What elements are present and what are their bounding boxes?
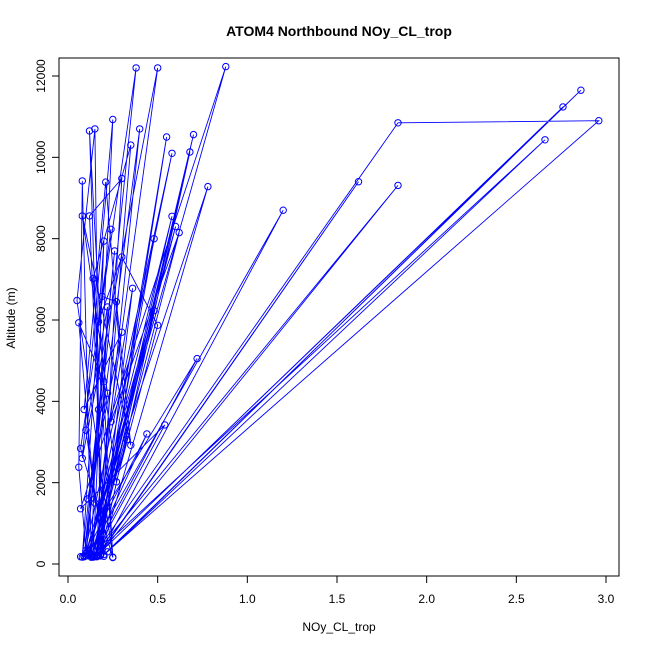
data-point xyxy=(94,405,103,414)
data-point xyxy=(94,317,103,326)
data-point xyxy=(186,148,194,156)
data-point xyxy=(103,548,112,556)
data-point xyxy=(595,117,603,125)
series-points xyxy=(73,62,603,562)
data-point xyxy=(154,64,162,72)
x-axis-label: NOy_CL_trop xyxy=(302,620,376,634)
x-axis: 0.0 0.5 1.0 1.5 2.0 2.5 3.0 xyxy=(60,575,615,606)
data-point xyxy=(204,182,212,191)
data-point xyxy=(118,253,126,261)
y-axis: 0 2000 4000 6000 8000 10000 12000 xyxy=(34,59,60,567)
data-point xyxy=(118,328,126,336)
data-point xyxy=(100,507,108,515)
data-point xyxy=(76,444,85,453)
data-point xyxy=(150,306,158,315)
y-tick-label: 0 xyxy=(34,560,48,567)
data-point xyxy=(100,237,108,245)
data-point xyxy=(279,206,287,214)
x-tick-label: 1.5 xyxy=(329,592,346,606)
data-point xyxy=(577,86,585,94)
data-point xyxy=(354,178,363,186)
data-point xyxy=(128,284,137,292)
x-tick-label: 1.0 xyxy=(239,592,256,606)
series-lines xyxy=(76,66,601,559)
data-point xyxy=(109,115,117,124)
y-tick-label: 10000 xyxy=(34,140,48,174)
data-point xyxy=(84,495,92,503)
data-point xyxy=(91,499,99,507)
data-point xyxy=(222,62,230,71)
data-point xyxy=(78,454,87,462)
x-tick-label: 2.0 xyxy=(418,592,435,606)
data-point xyxy=(82,549,90,558)
data-point xyxy=(78,177,87,185)
chart-title: ATOM4 Northbound NOy_CL_trop xyxy=(226,23,452,39)
data-point xyxy=(193,354,201,363)
x-tick-label: 3.0 xyxy=(598,592,615,606)
y-tick-label: 12000 xyxy=(34,59,48,93)
data-point xyxy=(132,64,140,72)
y-tick-label: 6000 xyxy=(34,306,48,333)
data-point xyxy=(559,103,567,111)
x-tick-label: 2.5 xyxy=(508,592,525,606)
y-tick-label: 4000 xyxy=(34,388,48,415)
data-point xyxy=(100,378,108,386)
data-point xyxy=(161,421,169,429)
x-tick-label: 0.5 xyxy=(149,592,166,606)
data-point xyxy=(136,125,144,133)
data-point xyxy=(75,319,83,327)
data-point xyxy=(103,303,112,311)
data-point xyxy=(93,552,101,560)
data-point xyxy=(103,389,112,397)
data-point xyxy=(107,225,115,234)
data-point xyxy=(75,463,83,471)
data-point xyxy=(112,298,121,306)
data-point xyxy=(91,125,99,133)
y-axis-label: Altitude (m) xyxy=(4,287,18,348)
data-point xyxy=(98,292,106,301)
data-point xyxy=(82,426,90,434)
data-point xyxy=(150,235,158,243)
data-point xyxy=(87,553,96,561)
data-point xyxy=(394,181,402,190)
data-point xyxy=(85,212,94,220)
data-point xyxy=(110,247,119,255)
data-point xyxy=(162,133,171,141)
data-point xyxy=(127,141,135,149)
data-point xyxy=(109,553,117,562)
y-tick-label: 2000 xyxy=(34,469,48,496)
x-tick-label: 0.0 xyxy=(60,592,77,606)
data-point xyxy=(127,441,135,449)
data-point xyxy=(154,321,162,329)
data-point xyxy=(73,296,81,305)
data-point xyxy=(171,222,180,231)
data-point xyxy=(76,505,85,513)
data-point xyxy=(118,174,126,183)
data-point xyxy=(143,430,151,438)
data-point xyxy=(102,178,110,186)
data-point xyxy=(168,149,176,158)
data-point xyxy=(394,119,402,127)
data-point xyxy=(80,405,88,414)
data-point xyxy=(168,212,176,221)
data-point xyxy=(89,274,97,283)
data-point xyxy=(84,551,92,559)
data-point xyxy=(107,418,115,426)
y-tick-label: 8000 xyxy=(34,225,48,252)
data-point xyxy=(112,478,121,486)
series-line xyxy=(76,66,601,559)
data-point xyxy=(78,212,87,220)
data-point xyxy=(175,228,183,237)
data-point xyxy=(189,130,198,139)
data-point xyxy=(123,435,131,444)
data-point xyxy=(541,136,549,144)
